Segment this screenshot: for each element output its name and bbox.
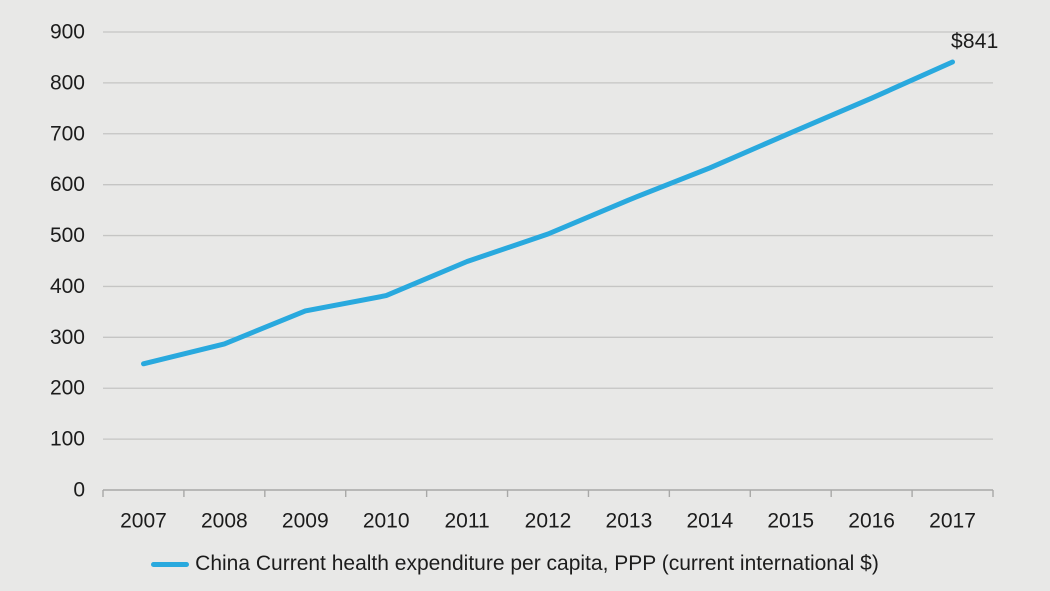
x-axis-tick-label: 2008	[201, 510, 248, 533]
y-axis-tick-label: 0	[73, 479, 85, 502]
x-axis-tick-label: 2009	[282, 510, 329, 533]
x-axis-tick-label: 2012	[525, 510, 572, 533]
y-axis-tick-label: 200	[50, 377, 85, 400]
x-axis-tick-label: 2017	[929, 510, 976, 533]
y-axis-tick-label: 900	[50, 21, 85, 44]
y-axis-tick-label: 700	[50, 122, 85, 145]
last-point-value-label: $841	[951, 30, 999, 53]
legend-series-label: China Current health expenditure per cap…	[195, 552, 879, 575]
y-axis-tick-label: 100	[50, 428, 85, 451]
x-axis-tick-label: 2007	[120, 510, 167, 533]
y-axis-tick-label: 400	[50, 275, 85, 298]
y-axis-tick-label: 300	[50, 326, 85, 349]
legend-line-swatch	[151, 561, 190, 567]
x-axis-tick-label: 2014	[686, 510, 733, 533]
y-axis-tick-label: 600	[50, 173, 85, 196]
x-axis-tick-label: 2015	[767, 510, 814, 533]
x-axis-tick-label: 2011	[445, 510, 490, 533]
x-axis-tick-label: 2010	[363, 510, 410, 533]
x-axis-tick-label: 2016	[848, 510, 895, 533]
x-axis-tick-label: 2013	[606, 510, 653, 533]
data-line-series	[141, 59, 955, 367]
legend: China Current health expenditure per cap…	[0, 549, 1050, 579]
y-axis-tick-label: 500	[50, 224, 85, 247]
y-axis-tick-label: 800	[50, 71, 85, 94]
